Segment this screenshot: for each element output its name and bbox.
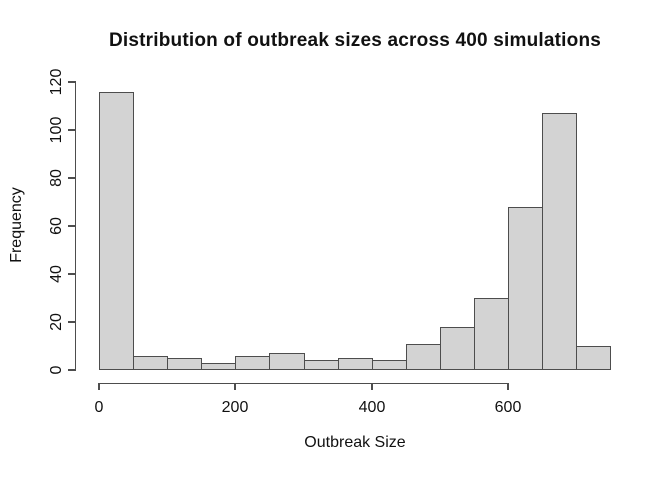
- y-tick-mark: [68, 225, 76, 227]
- y-tick-mark: [68, 129, 76, 131]
- x-tick-mark: [371, 383, 373, 390]
- y-tick-mark: [68, 321, 76, 323]
- histogram-bar: [508, 207, 543, 370]
- x-tick-label: 400: [358, 399, 386, 416]
- y-tick-label: 20: [48, 313, 65, 331]
- x-tick-label: 600: [494, 399, 522, 416]
- y-axis-label: Frequency: [8, 187, 25, 263]
- histogram-bar: [542, 113, 577, 370]
- y-tick-mark: [68, 177, 76, 179]
- x-tick-label: 0: [94, 399, 104, 416]
- histogram-bar: [201, 363, 236, 370]
- y-tick-mark: [68, 81, 76, 83]
- y-tick-label: 100: [48, 116, 65, 144]
- histogram-bar: [304, 360, 339, 370]
- histogram-bar: [167, 358, 202, 370]
- histogram-bar: [576, 346, 611, 370]
- histogram-bar: [440, 327, 475, 370]
- histogram-bar: [133, 356, 168, 370]
- x-axis-line: [99, 382, 509, 384]
- y-tick-label: 80: [48, 169, 65, 187]
- x-tick-mark: [507, 383, 509, 390]
- y-tick-label: 40: [48, 265, 65, 283]
- x-tick-label: 200: [221, 399, 249, 416]
- histogram-bar: [474, 298, 509, 370]
- y-tick-mark: [68, 369, 76, 371]
- y-tick-mark: [68, 273, 76, 275]
- y-tick-label: 120: [48, 68, 65, 96]
- histogram-bar: [372, 360, 407, 370]
- y-tick-label: 0: [48, 365, 65, 375]
- x-axis-label: Outbreak Size: [304, 434, 406, 451]
- chart-title: Distribution of outbreak sizes across 40…: [108, 30, 602, 51]
- histogram-bar: [338, 358, 373, 370]
- histogram-bar: [235, 356, 270, 370]
- x-tick-mark: [234, 383, 236, 390]
- histogram-bar: [406, 344, 441, 370]
- histogram-bar: [99, 92, 134, 370]
- x-tick-mark: [98, 383, 100, 390]
- histogram-bar: [269, 353, 305, 370]
- y-tick-label: 60: [48, 217, 65, 235]
